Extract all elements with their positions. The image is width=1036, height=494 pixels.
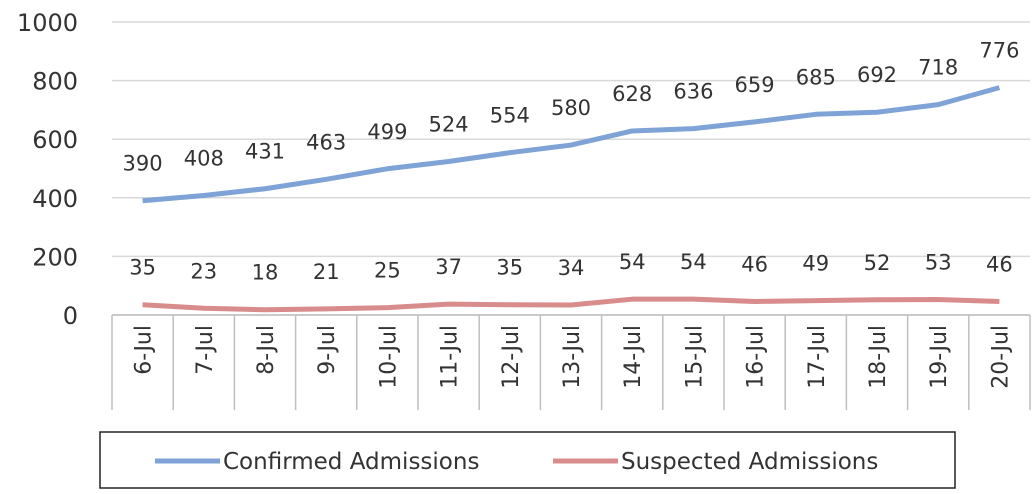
data-label: 636 [673,80,713,104]
data-label: 53 [925,250,952,274]
series-line [142,296,1000,313]
x-tick-label: 6-Jul [132,325,157,375]
y-tick-label: 200 [32,243,78,271]
x-tick-label: 19-Jul [927,325,952,389]
series-line [142,85,1001,204]
data-label: 524 [429,112,469,136]
data-label: 776 [979,39,1019,63]
y-tick-label: 0 [63,302,78,330]
y-tick-label: 800 [32,68,78,96]
data-label: 628 [612,82,652,106]
x-tick-label: 12-Jul [499,325,524,389]
x-tick-label: 18-Jul [866,325,891,389]
legend-label: Confirmed Admissions [223,449,479,475]
legend-label: Suspected Admissions [621,449,878,475]
x-tick-label: 14-Jul [621,325,646,389]
data-label: 554 [490,104,530,128]
x-tick-label: 7-Jul [193,325,218,375]
data-label: 21 [313,260,340,284]
x-tick-label: 10-Jul [376,325,401,389]
x-tick-label: 11-Jul [438,325,463,389]
data-label: 692 [857,63,897,87]
data-label: 18 [252,261,279,285]
data-label: 52 [864,251,891,275]
data-label: 54 [619,250,646,274]
y-tick-label: 1000 [17,9,78,37]
x-tick-label: 15-Jul [682,325,707,389]
x-tick-label: 13-Jul [560,325,585,389]
legend-box [99,431,956,489]
data-label: 463 [306,130,346,154]
x-tick-label: 8-Jul [254,325,279,375]
data-label: 685 [796,65,836,89]
y-tick-label: 600 [32,126,78,154]
data-label: 718 [918,56,958,80]
data-label: 499 [367,120,407,144]
data-label: 49 [802,252,829,276]
data-label: 46 [741,253,768,277]
data-label: 46 [986,253,1013,277]
y-tick-label: 400 [32,185,78,213]
x-tick-label: 16-Jul [744,325,769,389]
data-label: 659 [735,73,775,97]
data-label: 23 [190,259,217,283]
data-label: 54 [680,250,707,274]
data-label: 408 [184,146,224,170]
data-label: 35 [129,256,156,280]
x-tick-label: 9-Jul [315,325,340,375]
data-label: 431 [245,140,285,164]
data-label: 37 [435,255,462,279]
data-label: 390 [123,152,163,176]
data-label: 580 [551,96,591,120]
x-tick-label: 20-Jul [988,325,1013,389]
data-label: 25 [374,259,401,283]
data-label: 34 [558,256,585,280]
data-label: 35 [496,256,523,280]
x-tick-label: 17-Jul [805,325,830,389]
